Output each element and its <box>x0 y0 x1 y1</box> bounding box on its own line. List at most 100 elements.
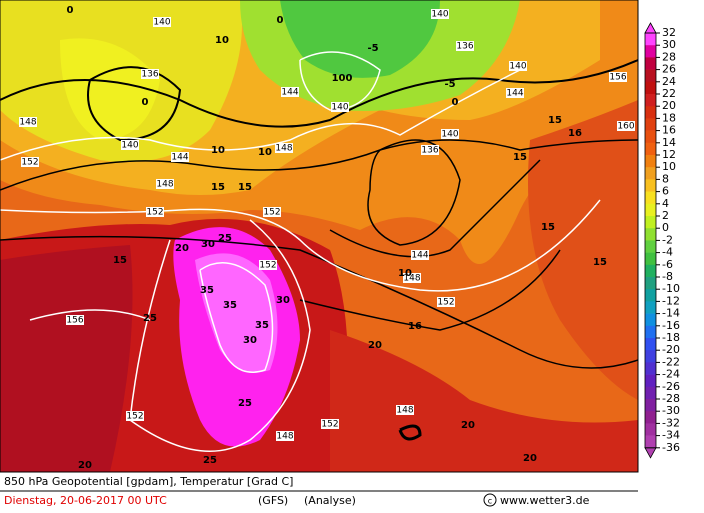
label-bg <box>171 152 189 162</box>
colorbar-arrow-top <box>644 22 657 34</box>
geopotential-label: 152 <box>146 208 163 218</box>
colorbar-tick-label: -24 <box>662 368 680 381</box>
colorbar-band <box>645 277 656 290</box>
temperature-label: 35 <box>255 320 269 331</box>
temperature-label: 10 <box>215 35 229 46</box>
colorbar-band <box>645 435 656 449</box>
label-bg <box>21 157 39 167</box>
temperature-label: 0 <box>277 15 284 26</box>
footer-source: www.wetter3.de <box>500 494 590 507</box>
temperature-label: 15 <box>541 222 555 233</box>
colorbar-tick-label: -14 <box>662 307 680 320</box>
colorbar-band <box>645 411 656 424</box>
colorbar-tick-label: 26 <box>662 63 676 76</box>
colorbar-tick-label: -8 <box>662 270 673 283</box>
label-bg <box>146 207 164 217</box>
geopotential-label: 136 <box>456 42 473 52</box>
geopotential-label: 148 <box>276 432 293 442</box>
colorbar-band <box>645 362 656 375</box>
temperature-label: 30 <box>243 335 257 346</box>
colorbar-band <box>645 94 656 107</box>
colorbar-tick-label: -18 <box>662 331 680 344</box>
colorbar-tick-label: -4 <box>662 246 673 259</box>
colorbar-tick-label: 20 <box>662 99 676 112</box>
colorbar-band <box>645 423 656 436</box>
temperature-label: 15 <box>238 182 252 193</box>
geopotential-label: 140 <box>431 10 448 20</box>
temperature-label: 10 <box>211 145 225 156</box>
temperature-label: 100 <box>332 73 353 84</box>
colorbar-tick-label: 10 <box>662 160 676 173</box>
geopotential-label: 140 <box>331 103 348 113</box>
temperature-label: 20 <box>461 420 475 431</box>
label-bg <box>66 315 84 325</box>
colorbar-tick-label: 22 <box>662 87 676 100</box>
colorbar-tick-label: 12 <box>662 148 676 161</box>
label-bg <box>19 117 37 127</box>
label-bg <box>263 207 281 217</box>
temperature-label: 15 <box>211 182 225 193</box>
label-bg <box>411 250 429 260</box>
colorbar-tick-label: 18 <box>662 111 676 124</box>
colorbar-tick-label: 2 <box>662 209 669 222</box>
colorbar-band <box>645 69 656 83</box>
temperature-label: 20 <box>175 243 189 254</box>
label-bg <box>281 87 299 97</box>
temperature-label: 20 <box>78 460 92 471</box>
colorbar-band <box>645 240 656 253</box>
label-bg <box>126 411 144 421</box>
label-bg <box>396 405 414 415</box>
copyright-c: c <box>488 497 492 506</box>
temperature-label: 0 <box>452 97 459 108</box>
colorbar-band <box>645 216 656 229</box>
colorbar-band <box>645 301 656 314</box>
colorbar-band <box>645 155 656 168</box>
colorbar-band <box>645 81 656 95</box>
geopotential-label: 144 <box>281 88 298 98</box>
copyright-icon <box>483 493 497 507</box>
geopotential-label: 152 <box>259 261 276 271</box>
label-bg <box>259 260 277 270</box>
colorbar-tick-label: -10 <box>662 282 680 295</box>
geopotential-label: 148 <box>275 144 292 154</box>
temperature-label: 30 <box>201 239 215 250</box>
label-bg <box>331 102 349 112</box>
colorbar-band <box>645 338 656 351</box>
temperature-label: 20 <box>368 340 382 351</box>
temperature-label: 25 <box>238 398 252 409</box>
contour-labels: 1401401401361361441441441441481481481481… <box>19 5 635 471</box>
colorbar-band <box>645 289 656 302</box>
colorbar-band <box>645 179 656 192</box>
colorbar-band <box>645 374 656 388</box>
temperature-label: 0 <box>142 97 149 108</box>
temperature-label: 16 <box>568 128 582 139</box>
colorbar-tick-label: 24 <box>662 75 676 88</box>
temperature-label: 25 <box>218 233 232 244</box>
colorbar-tick-label: 16 <box>662 124 676 137</box>
geopotential-label: 156 <box>66 316 83 326</box>
label-bg <box>441 129 459 139</box>
geopotential-label: 152 <box>126 412 143 422</box>
contours <box>0 51 638 452</box>
temperature-label: -5 <box>444 79 455 90</box>
colorbar-tick-label: 8 <box>662 172 669 185</box>
colorbar-band <box>645 203 656 217</box>
temperature-label: 35 <box>223 300 237 311</box>
label-bg <box>421 145 439 155</box>
label-bg <box>403 273 421 283</box>
colorbar-band <box>645 130 656 144</box>
colorbar-tick-label: 28 <box>662 50 676 63</box>
temperature-label: 16 <box>408 321 422 332</box>
label-bg <box>153 17 171 27</box>
footer-title: 850 hPa Geopotential [gpdam], Temperatur… <box>4 475 293 488</box>
label-bg <box>275 143 293 153</box>
geopotential-label: 144 <box>506 89 523 99</box>
geopotential-label: 152 <box>263 208 280 218</box>
colorbar-tick-label: -6 <box>662 258 673 271</box>
label-bg <box>431 9 449 19</box>
colorbar-tick-label: 6 <box>662 185 669 198</box>
colorbar-band <box>645 228 656 241</box>
colorbar-band <box>645 264 656 278</box>
footer-date: Dienstag, 20-06-2017 00 UTC <box>4 494 167 507</box>
